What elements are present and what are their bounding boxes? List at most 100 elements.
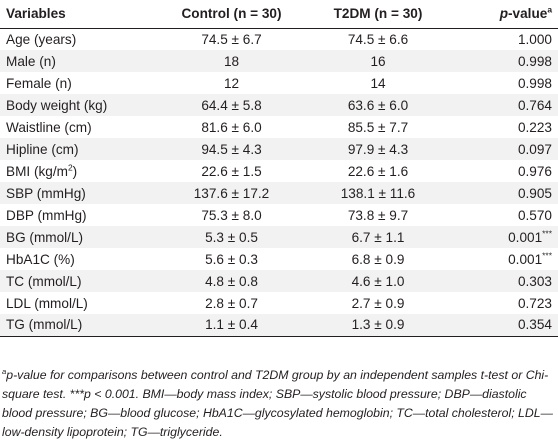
variable-label: HbA1C (%) bbox=[6, 251, 75, 267]
cell-control: 5.3 ± 0.5 bbox=[205, 229, 258, 245]
cell-variable: Male (n) bbox=[0, 50, 160, 72]
cell-control: 94.5 ± 4.3 bbox=[201, 141, 262, 157]
cell-variable: BMI (kg/m2) bbox=[0, 160, 160, 182]
p-value: 0.354 bbox=[517, 317, 552, 333]
cell-control: 64.4 ± 5.8 bbox=[201, 97, 262, 113]
footnote-sup: a bbox=[2, 366, 7, 376]
cell-t2dm: 4.6 ± 1.0 bbox=[351, 273, 405, 289]
variable-label: BG (mmol/L) bbox=[6, 229, 84, 245]
variable-label: Body weight (kg) bbox=[6, 97, 108, 113]
cell-variable: SBP (mmHg) bbox=[0, 182, 160, 204]
cell-variable: LDL (mmol/L) bbox=[0, 292, 160, 314]
cell-control: 12 bbox=[223, 75, 240, 91]
cell-p-value: 0.976 bbox=[453, 160, 558, 182]
variable-label: DBP (mmHg) bbox=[6, 207, 87, 223]
cell-p-value: 0.097 bbox=[453, 138, 558, 160]
table-row: Age (years) 74.5 ± 6.7 74.5 ± 6.6 1.000 bbox=[0, 28, 558, 50]
header-control: Control (n = 30) bbox=[160, 0, 303, 29]
cell-t2dm: 6.8 ± 0.9 bbox=[351, 251, 405, 267]
cell-p-value: 0.570 bbox=[453, 204, 558, 226]
header-variables: Variables bbox=[0, 0, 160, 29]
footnote-text: p-value for comparisons between control … bbox=[2, 368, 553, 439]
cell-p-value: 0.998 bbox=[453, 50, 558, 72]
cell-t2dm: 73.8 ± 9.7 bbox=[347, 207, 409, 223]
p-value: 0.303 bbox=[517, 273, 552, 289]
header-p-suffix: -value bbox=[508, 6, 548, 22]
p-value: 0.976 bbox=[517, 163, 552, 179]
p-value: 0.723 bbox=[517, 295, 552, 311]
cell-control: 1.1 ± 0.4 bbox=[160, 314, 303, 337]
cell-control: 81.6 ± 6.0 bbox=[201, 119, 262, 135]
table-row: BMI (kg/m2) 22.6 ± 1.5 22.6 ± 1.6 0.976 bbox=[0, 160, 558, 182]
variable-label: Age (years) bbox=[6, 31, 77, 47]
cell-p-value: 0.723 bbox=[453, 292, 558, 314]
table-row: Body weight (kg) 64.4 ± 5.8 63.6 ± 6.0 0.76… bbox=[0, 94, 558, 116]
p-value: 0.001 bbox=[508, 251, 543, 267]
p-value: 0.001 bbox=[508, 229, 543, 245]
table-row: HbA1C (%) 5.6 ± 0.3 6.8 ± 0.9 0.001*** bbox=[0, 248, 558, 270]
cell-variable: Hipline (cm) bbox=[0, 138, 160, 160]
p-value: 0.570 bbox=[517, 207, 552, 223]
cell-p-value: 0.001*** bbox=[453, 226, 558, 248]
table-row: Male (n) 18 16 0.998 bbox=[0, 50, 558, 72]
cell-p-value: 0.303 bbox=[453, 270, 558, 292]
cell-control: 2.8 ± 0.7 bbox=[205, 295, 258, 311]
p-value: 1.000 bbox=[517, 31, 552, 47]
variable-label: SBP (mmHg) bbox=[6, 185, 86, 201]
p-value-sup: *** bbox=[542, 249, 552, 260]
cell-t2dm: 22.6 ± 1.6 bbox=[347, 163, 409, 179]
p-value: 0.998 bbox=[517, 53, 552, 69]
cell-t2dm: 138.1 ± 11.6 bbox=[340, 185, 416, 201]
p-value: 0.764 bbox=[517, 97, 552, 113]
variable-label: LDL (mmol/L) bbox=[6, 295, 88, 311]
variable-label: BMI (kg/m bbox=[6, 163, 68, 179]
cell-t2dm: 97.9 ± 4.3 bbox=[347, 141, 409, 157]
p-value: 0.998 bbox=[517, 75, 552, 91]
p-value-sup: *** bbox=[542, 227, 552, 238]
table-row: Hipline (cm) 94.5 ± 4.3 97.9 ± 4.3 0.097 bbox=[0, 138, 558, 160]
variable-label: TG (mmol/L) bbox=[6, 317, 83, 333]
cell-t2dm: 74.5 ± 6.6 bbox=[347, 31, 409, 47]
cell-variable: TG (mmol/L) bbox=[0, 314, 160, 337]
characteristics-table: Variables Control (n = 30) T2DM (n = 30)… bbox=[0, 0, 558, 337]
cell-variable: Age (years) bbox=[0, 28, 160, 50]
cell-p-value: 0.001*** bbox=[453, 248, 558, 270]
variable-label: TC (mmol/L) bbox=[6, 273, 82, 289]
cell-variable: BG (mmol/L) bbox=[0, 226, 160, 248]
header-p-sup: a bbox=[547, 4, 552, 15]
cell-control: 75.3 ± 8.0 bbox=[201, 207, 262, 223]
cell-t2dm: 6.7 ± 1.1 bbox=[351, 229, 405, 245]
cell-control: 4.8 ± 0.8 bbox=[205, 273, 258, 289]
variable-label: Female (n) bbox=[6, 75, 72, 91]
cell-variable: TC (mmol/L) bbox=[0, 270, 160, 292]
variable-label: Male (n) bbox=[6, 53, 56, 69]
cell-p-value: 0.764 bbox=[453, 94, 558, 116]
table-row: Female (n) 12 14 0.998 bbox=[0, 72, 558, 94]
cell-variable: HbA1C (%) bbox=[0, 248, 160, 270]
cell-p-value: 0.354 bbox=[453, 314, 558, 337]
table-row: TG (mmol/L) 1.1 ± 0.4 1.3 ± 0.9 0.354 bbox=[0, 314, 558, 337]
header-t2dm: T2DM (n = 30) bbox=[303, 0, 453, 29]
cell-control: 5.6 ± 0.3 bbox=[205, 251, 258, 267]
p-value: 0.223 bbox=[517, 119, 552, 135]
cell-t2dm: 2.7 ± 0.9 bbox=[351, 295, 405, 311]
p-value: 0.097 bbox=[517, 141, 552, 157]
table-row: BG (mmol/L) 5.3 ± 0.5 6.7 ± 1.1 0.001*** bbox=[0, 226, 558, 248]
p-value: 0.905 bbox=[517, 185, 552, 201]
cell-p-value: 0.223 bbox=[453, 116, 558, 138]
cell-t2dm: 1.3 ± 0.9 bbox=[303, 314, 453, 337]
variable-label: Hipline (cm) bbox=[6, 141, 79, 157]
table-row: Waistline (cm) 81.6 ± 6.0 85.5 ± 7.7 0.223 bbox=[0, 116, 558, 138]
cell-p-value: 1.000 bbox=[453, 28, 558, 50]
table-body: Age (years) 74.5 ± 6.7 74.5 ± 6.6 1.000 Male… bbox=[0, 28, 558, 337]
table-footnote: ap-value for comparisons between control… bbox=[2, 366, 556, 442]
cell-p-value: 0.905 bbox=[453, 182, 558, 204]
table-row: DBP (mmHg) 75.3 ± 8.0 73.8 ± 9.7 0.570 bbox=[0, 204, 558, 226]
cell-control: 137.6 ± 17.2 bbox=[193, 185, 270, 201]
cell-variable: Waistline (cm) bbox=[0, 116, 160, 138]
variable-label-sup: 2 bbox=[67, 161, 73, 172]
cell-p-value: 0.998 bbox=[453, 72, 558, 94]
cell-t2dm: 85.5 ± 7.7 bbox=[347, 119, 409, 135]
cell-t2dm: 16 bbox=[370, 53, 386, 69]
